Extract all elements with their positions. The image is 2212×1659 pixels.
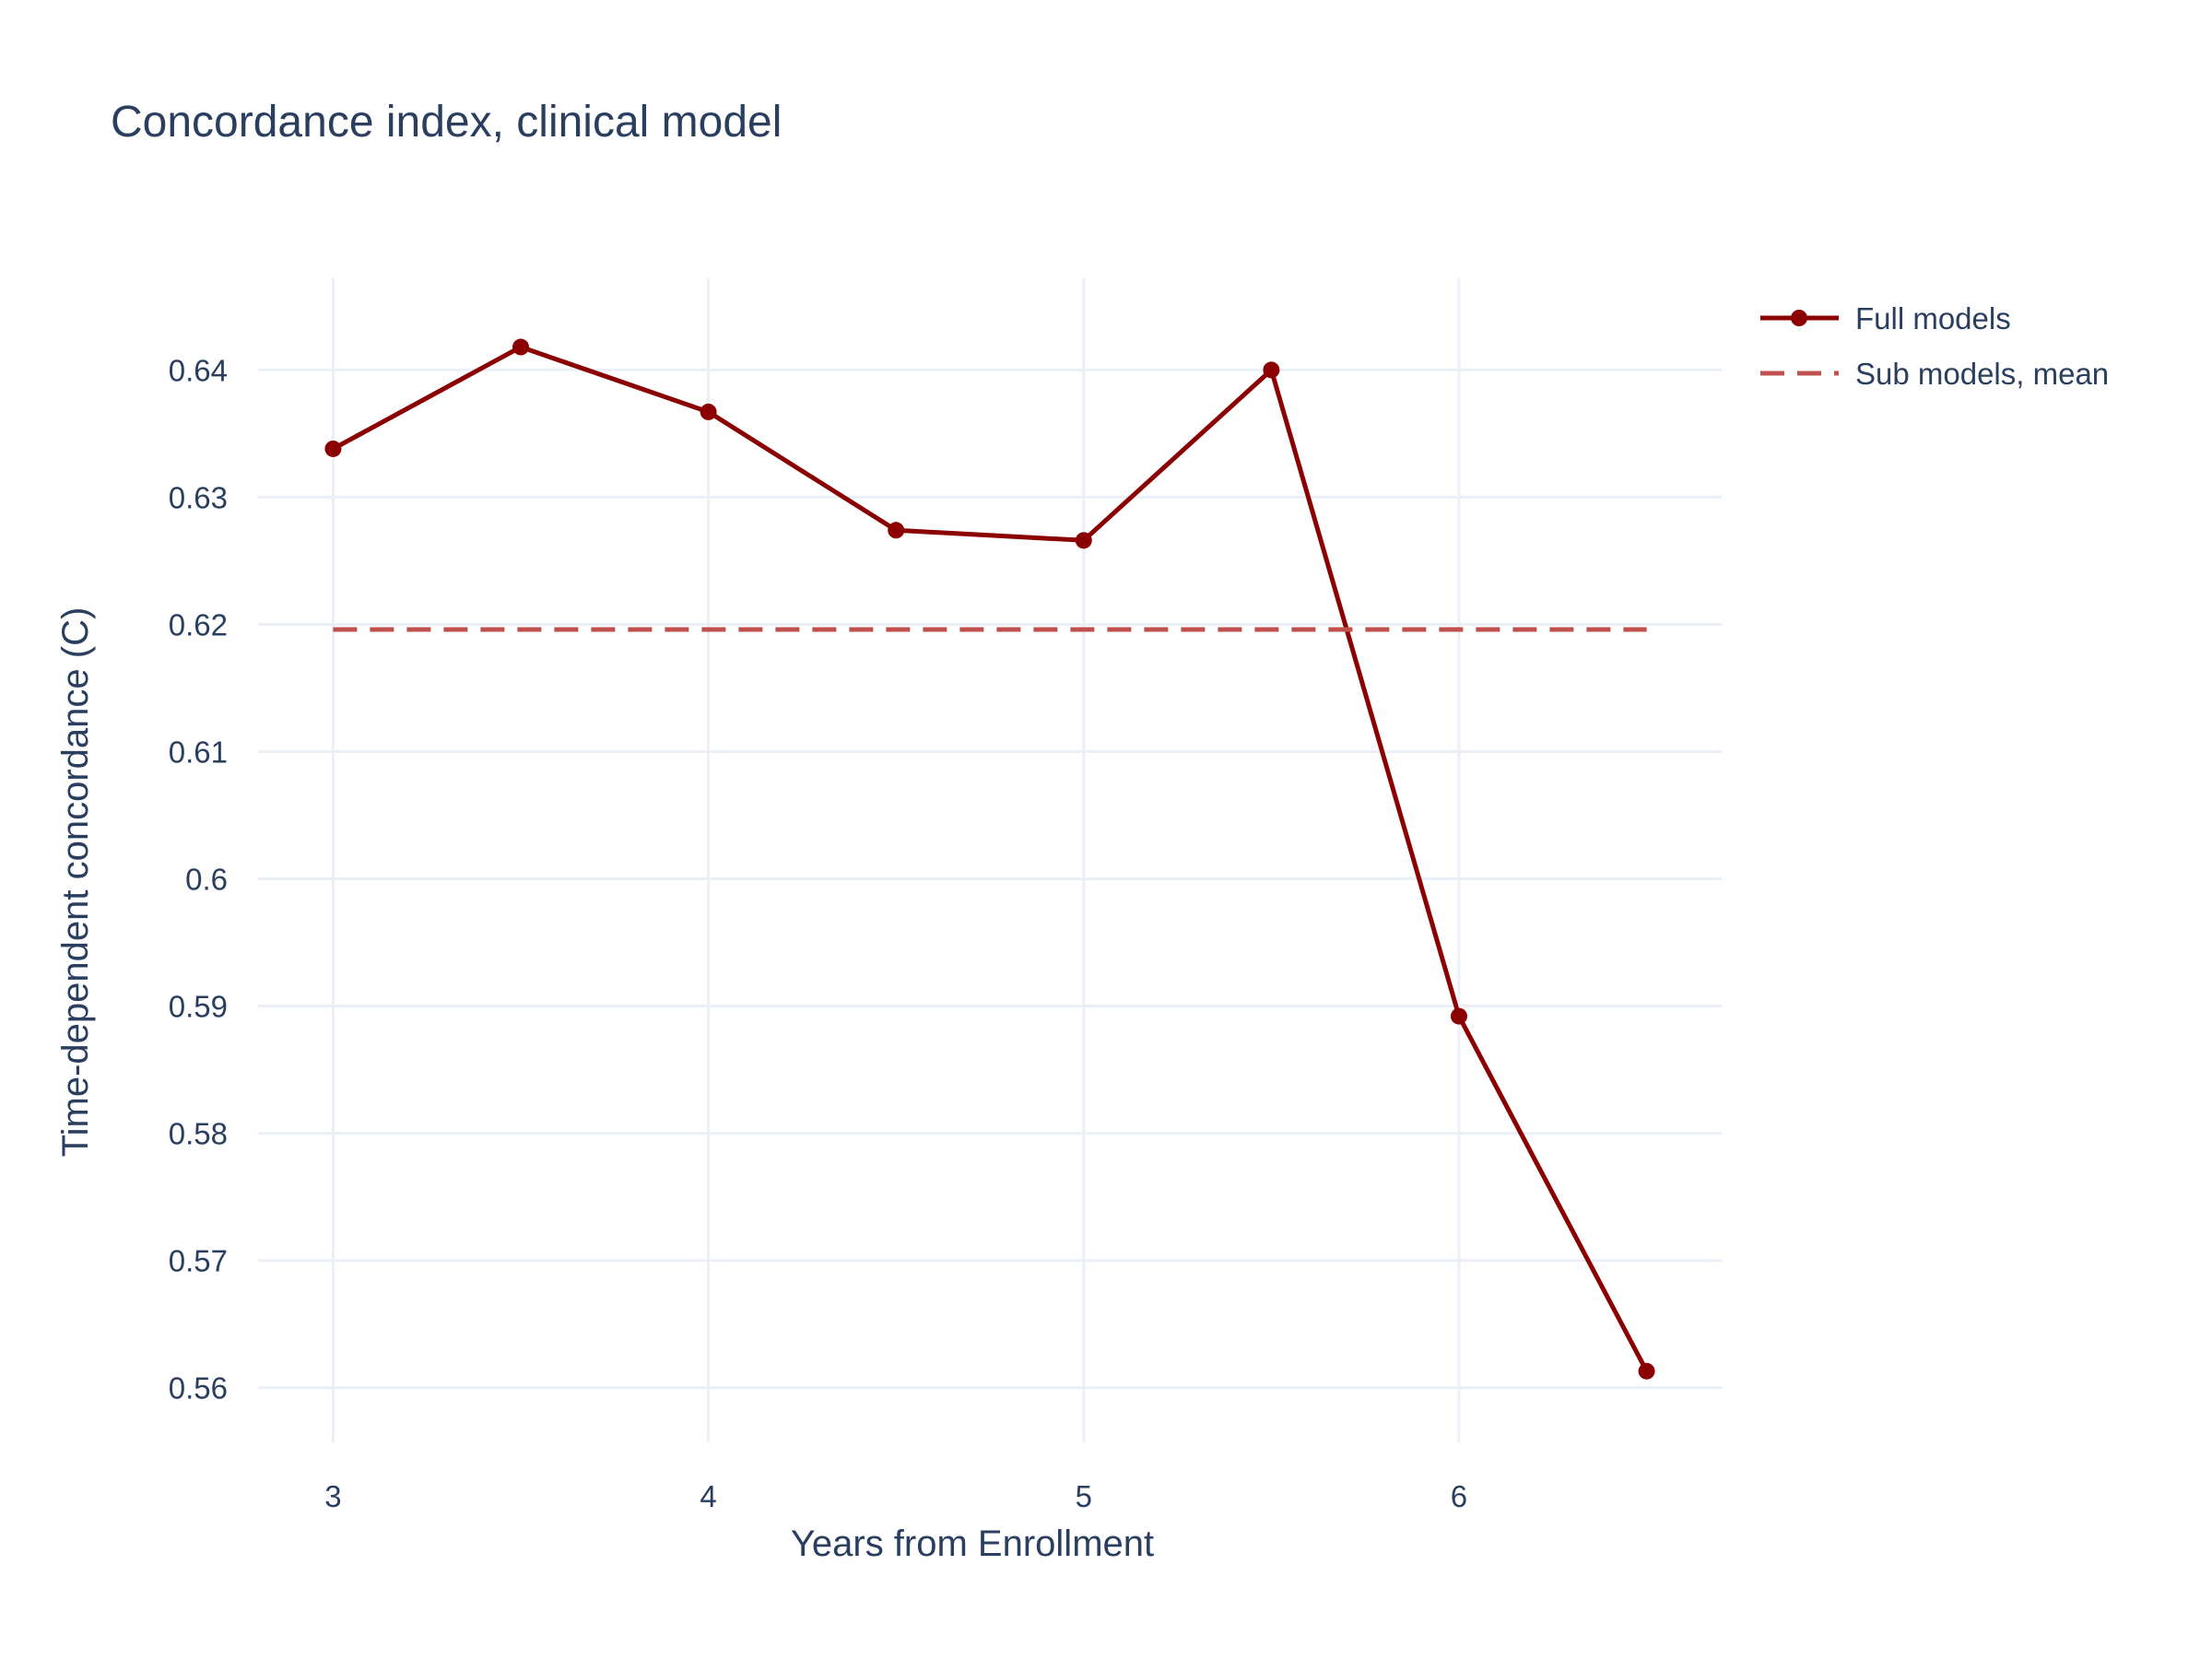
chart-title: Concordance index, clinical model [111, 98, 782, 147]
legend-marker [1791, 310, 1807, 326]
legend-label: Sub models, mean [1855, 357, 2109, 391]
data-point[interactable] [1263, 361, 1280, 379]
y-tick-label: 0.59 [169, 990, 228, 1024]
legend-item[interactable]: Sub models, mean [1760, 357, 2109, 391]
full-models-line [332, 345, 1649, 1372]
y-tick-label: 0.57 [169, 1244, 228, 1278]
data-point[interactable] [1638, 1362, 1655, 1380]
x-tick-label: 6 [1451, 1479, 1467, 1513]
grid-layer [258, 278, 1722, 1442]
y-axis-title: Time-dependent concordance (C) [55, 607, 96, 1158]
y-tick-label: 0.64 [169, 353, 228, 387]
data-point[interactable] [324, 440, 342, 457]
x-tick-label: 3 [324, 1479, 341, 1513]
data-point[interactable] [700, 403, 717, 420]
data-point[interactable] [512, 338, 530, 356]
data-point[interactable] [888, 522, 905, 539]
legend-item[interactable]: Full models [1760, 301, 2011, 335]
y-tick-label: 0.6 [185, 863, 228, 897]
data-point[interactable] [1450, 1007, 1467, 1025]
x-tick-label: 5 [1076, 1479, 1092, 1513]
series-layer [324, 338, 1655, 1380]
legend[interactable]: Full models Sub models, mean [1760, 301, 2109, 391]
x-tick-label: 4 [700, 1479, 716, 1513]
y-tick-label: 0.62 [169, 607, 228, 641]
y-tick-label: 0.58 [169, 1117, 228, 1151]
x-axis-title: Years from Enrollment [791, 1524, 1154, 1564]
y-tick-label: 0.63 [169, 480, 228, 514]
data-point[interactable] [1075, 532, 1092, 549]
legend-label: Full models [1855, 301, 2011, 335]
y-tick-label: 0.56 [169, 1371, 228, 1406]
tick-layer: 3 4 5 6 0.56 0.57 0.58 0.59 0.6 0.61 0.62 0.63 0.64 [169, 353, 1467, 1513]
y-tick-label: 0.61 [169, 735, 228, 769]
